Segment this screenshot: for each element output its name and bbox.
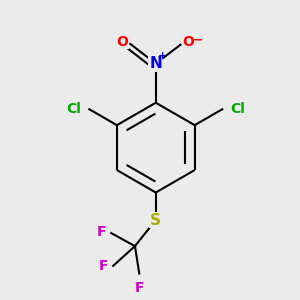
Text: O: O bbox=[116, 34, 128, 49]
Text: O: O bbox=[183, 35, 194, 50]
Text: Cl: Cl bbox=[230, 102, 245, 116]
Text: N: N bbox=[149, 56, 162, 71]
Text: F: F bbox=[134, 281, 144, 295]
Text: −: − bbox=[193, 33, 203, 46]
Text: F: F bbox=[98, 259, 108, 273]
Text: +: + bbox=[158, 50, 167, 61]
Text: F: F bbox=[97, 225, 106, 238]
Text: Cl: Cl bbox=[66, 102, 81, 116]
Text: S: S bbox=[150, 212, 161, 227]
